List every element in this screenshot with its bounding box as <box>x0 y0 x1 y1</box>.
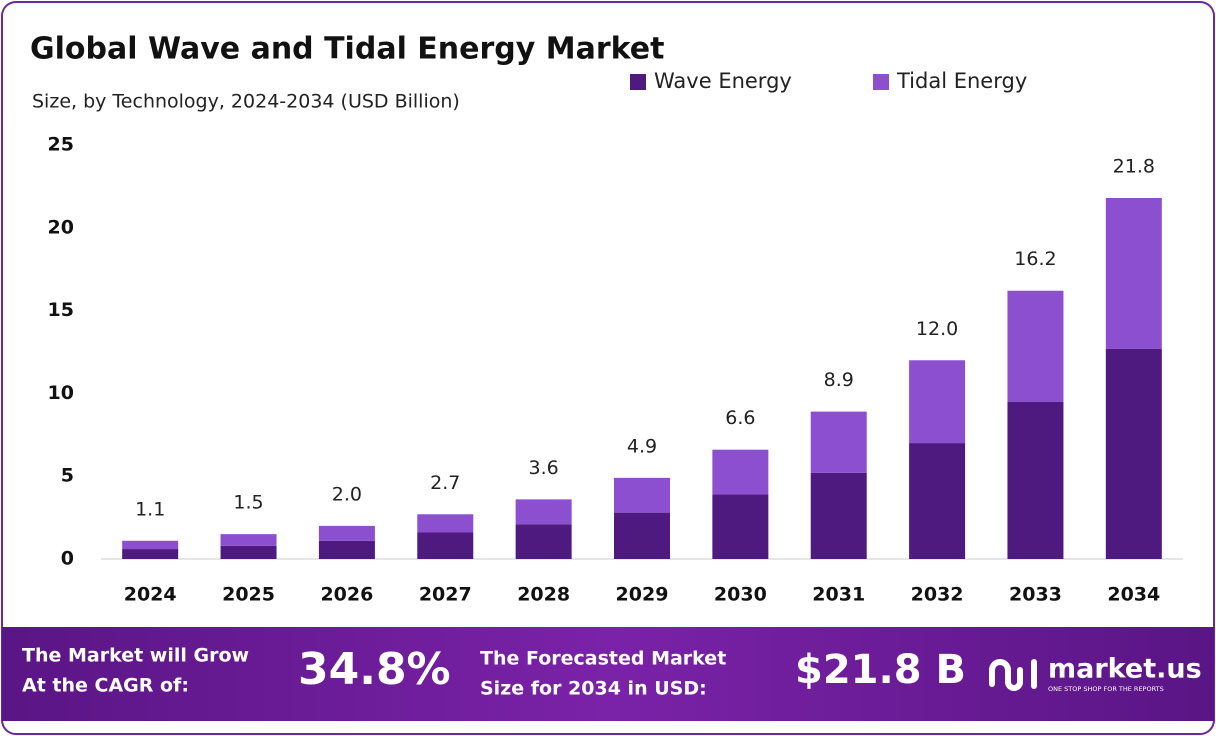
logo-icon <box>989 659 1037 691</box>
footer-text: The Market will Grow <box>22 645 249 667</box>
y-tick-label: 20 <box>48 216 74 238</box>
y-tick-label: 0 <box>61 548 74 570</box>
legend-swatch <box>630 74 646 90</box>
legend-swatch <box>873 74 889 90</box>
footer-text: At the CAGR of: <box>22 675 189 697</box>
total-label: 1.5 <box>233 492 263 514</box>
bar-segment <box>220 534 277 546</box>
footer-text: Size for 2034 in USD: <box>480 678 707 700</box>
x-tick-label: 2028 <box>517 584 570 606</box>
y-tick-label: 25 <box>48 134 74 156</box>
x-tick-label: 2031 <box>812 584 865 606</box>
x-tick-label: 2025 <box>222 584 275 606</box>
chart-subtitle: Size, by Technology, 2024-2034 (USD Bill… <box>32 91 460 113</box>
total-label: 12.0 <box>916 318 958 340</box>
bar-segment <box>515 499 572 525</box>
total-label: 2.0 <box>332 483 362 505</box>
bar-segment <box>712 449 769 495</box>
x-tick-label: 2033 <box>1009 584 1062 606</box>
bar-segment <box>810 411 867 473</box>
y-tick-label: 5 <box>61 465 74 487</box>
tagline: ONE STOP SHOP FOR THE REPORTS <box>1048 685 1164 693</box>
bar-segment <box>614 477 670 513</box>
bar-segment <box>1007 401 1064 559</box>
bar-segment <box>318 540 375 559</box>
bar-segment <box>909 360 966 444</box>
total-label: 8.9 <box>824 369 854 391</box>
bar-segment <box>417 532 474 559</box>
footer-band <box>2 627 1214 721</box>
y-tick-label: 15 <box>48 299 74 321</box>
x-tick-label: 2029 <box>616 584 669 606</box>
y-tick-label: 10 <box>48 382 74 404</box>
brand: market.us <box>1048 654 1202 685</box>
x-tick-label: 2026 <box>320 584 373 606</box>
bar-segment <box>417 514 474 533</box>
legend-label: Wave Energy <box>654 69 792 93</box>
x-tick-label: 2030 <box>714 584 767 606</box>
bar-segment <box>1105 197 1162 349</box>
bar-segment <box>1105 348 1162 559</box>
total-label: 4.9 <box>627 435 657 457</box>
x-tick-label: 2027 <box>419 584 472 606</box>
bar-segment <box>220 545 277 559</box>
x-tick-label: 2032 <box>911 584 964 606</box>
x-tick-label: 2034 <box>1107 584 1160 606</box>
bar-segment <box>122 549 179 559</box>
bar-segment <box>712 494 769 559</box>
bar-segment <box>1007 290 1064 402</box>
footer-text: The Forecasted Market <box>480 648 726 670</box>
total-label: 21.8 <box>1113 155 1155 177</box>
bar-segment <box>614 512 670 559</box>
total-label: 2.7 <box>430 472 460 494</box>
bar-segment <box>810 472 867 559</box>
x-tick-label: 2024 <box>124 584 177 606</box>
cagr-value: 34.8% <box>298 644 451 695</box>
total-label: 6.6 <box>725 407 755 429</box>
forecast-value: $21.8 B <box>795 647 966 693</box>
bar-segment <box>515 524 572 559</box>
total-label: 3.6 <box>529 457 559 479</box>
total-label: 16.2 <box>1014 248 1056 270</box>
bar-segment <box>122 540 179 550</box>
bar-segment <box>318 525 375 541</box>
bar-segment <box>909 443 966 559</box>
chart-title: Global Wave and Tidal Energy Market <box>30 32 664 67</box>
total-label: 1.1 <box>135 498 165 520</box>
legend-label: Tidal Energy <box>896 69 1027 93</box>
